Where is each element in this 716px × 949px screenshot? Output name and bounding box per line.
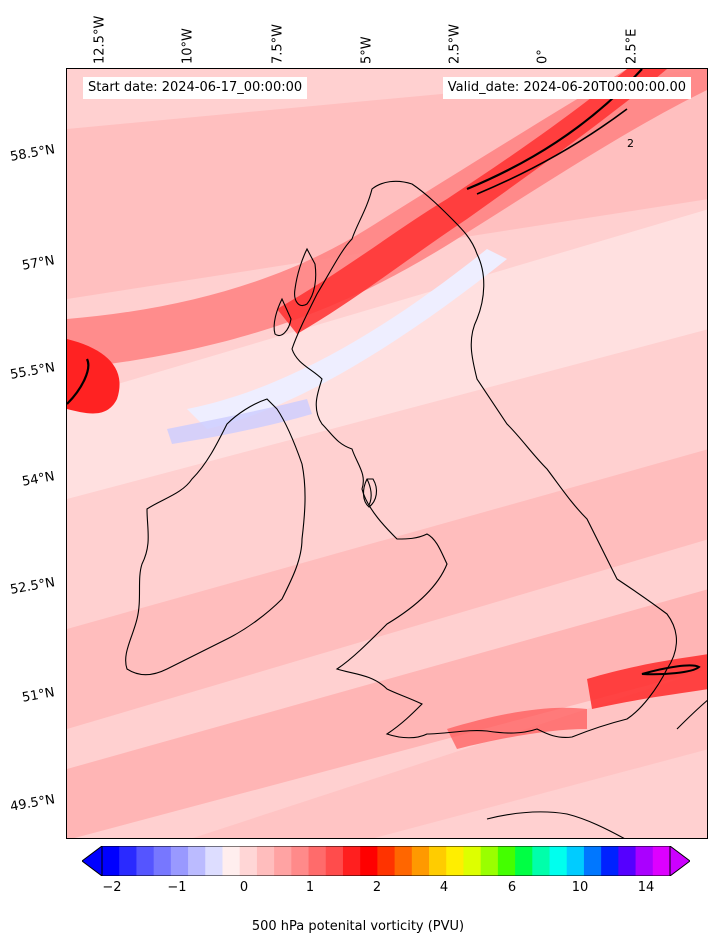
colorbar-cell bbox=[153, 846, 172, 876]
colorbar-tick: −1 bbox=[167, 880, 187, 895]
lat-label-51n: 51°N bbox=[20, 685, 56, 706]
lat-label-58-5n: 58.5°N bbox=[9, 142, 57, 165]
colorbar-cell bbox=[566, 846, 585, 876]
lat-label-54n: 54°N bbox=[20, 469, 56, 490]
colorbar-tick: 6 bbox=[507, 880, 517, 895]
colorbar-max-extend bbox=[669, 846, 690, 876]
colorbar-cell bbox=[222, 846, 241, 876]
colorbar-min-extend bbox=[82, 846, 103, 876]
map-panel: 2 Start date: 2024-06-17_00:00:00 Valid_… bbox=[66, 68, 708, 839]
lon-label-7-5w: 7.5°W bbox=[270, 23, 286, 64]
colorbar-cell bbox=[515, 846, 533, 876]
colorbar-cell bbox=[308, 846, 327, 876]
colorbar-cell bbox=[291, 846, 310, 876]
lat-label-49-5n: 49.5°N bbox=[9, 792, 57, 815]
lat-label-55-5n: 55.5°N bbox=[9, 360, 57, 383]
colorbar-cell bbox=[205, 846, 223, 876]
colorbar-cell bbox=[497, 846, 516, 876]
colorbar-cell bbox=[119, 846, 137, 876]
colorbar-cell bbox=[188, 846, 206, 876]
lat-label-52-5n: 52.5°N bbox=[9, 575, 57, 598]
colorbar-cell bbox=[239, 846, 258, 876]
colorbar-cell bbox=[102, 846, 120, 876]
colorbar-cell bbox=[274, 846, 292, 876]
valid-date-label: Valid_date: 2024-06-20T00:00:00.00 bbox=[442, 77, 691, 99]
colorbar-cell bbox=[532, 846, 551, 876]
colorbar-tick: 2 bbox=[372, 880, 382, 895]
colorbar-cell bbox=[342, 846, 361, 876]
lon-label-0: 0° bbox=[535, 49, 551, 64]
colorbar-cell bbox=[256, 846, 275, 876]
colorbar-cell bbox=[377, 846, 396, 876]
colorbar-cell bbox=[549, 846, 568, 876]
coastline-outlines bbox=[125, 180, 707, 838]
pv-field-map: 2 bbox=[67, 69, 707, 838]
colorbar-cell bbox=[601, 846, 619, 876]
lat-label-57n: 57°N bbox=[20, 253, 56, 274]
colorbar-tick: −2 bbox=[102, 880, 122, 895]
lon-label-2-5e: 2.5°E bbox=[624, 28, 640, 64]
colorbar-tick: 1 bbox=[305, 880, 315, 895]
lon-label-12-5w: 12.5°W bbox=[92, 15, 108, 64]
colorbar-tick: 14 bbox=[637, 880, 655, 895]
colorbar-tick: 0 bbox=[239, 880, 249, 895]
colorbar-cell bbox=[170, 846, 189, 876]
colorbar-cell bbox=[394, 846, 413, 876]
colorbar-cell bbox=[652, 846, 671, 876]
colorbar-cell bbox=[325, 846, 344, 876]
colorbar-cell bbox=[429, 846, 447, 876]
colorbar-cell bbox=[635, 846, 654, 876]
colorbar-tick: 10 bbox=[571, 880, 589, 895]
start-date-label: Start date: 2024-06-17_00:00:00 bbox=[83, 77, 308, 99]
colorbar-cell bbox=[360, 846, 378, 876]
lon-label-10w: 10°W bbox=[180, 28, 196, 64]
colorbar-cell bbox=[411, 846, 430, 876]
colorbar-cell bbox=[480, 846, 499, 876]
colorbar-cell bbox=[463, 846, 482, 876]
colorbar-cell bbox=[446, 846, 464, 876]
colorbar-label: 500 hPa potenital vorticity (PVU) bbox=[251, 919, 465, 934]
colorbar-cell bbox=[583, 846, 602, 876]
colorbar-cell bbox=[618, 846, 637, 876]
contour-label-2: 2 bbox=[627, 137, 634, 150]
colorbar-cell bbox=[136, 846, 155, 876]
colorbar-tick: 4 bbox=[439, 880, 449, 895]
lon-label-5w: 5°W bbox=[359, 36, 375, 64]
colorbar bbox=[82, 846, 690, 876]
lon-label-2-5w: 2.5°W bbox=[447, 23, 463, 64]
